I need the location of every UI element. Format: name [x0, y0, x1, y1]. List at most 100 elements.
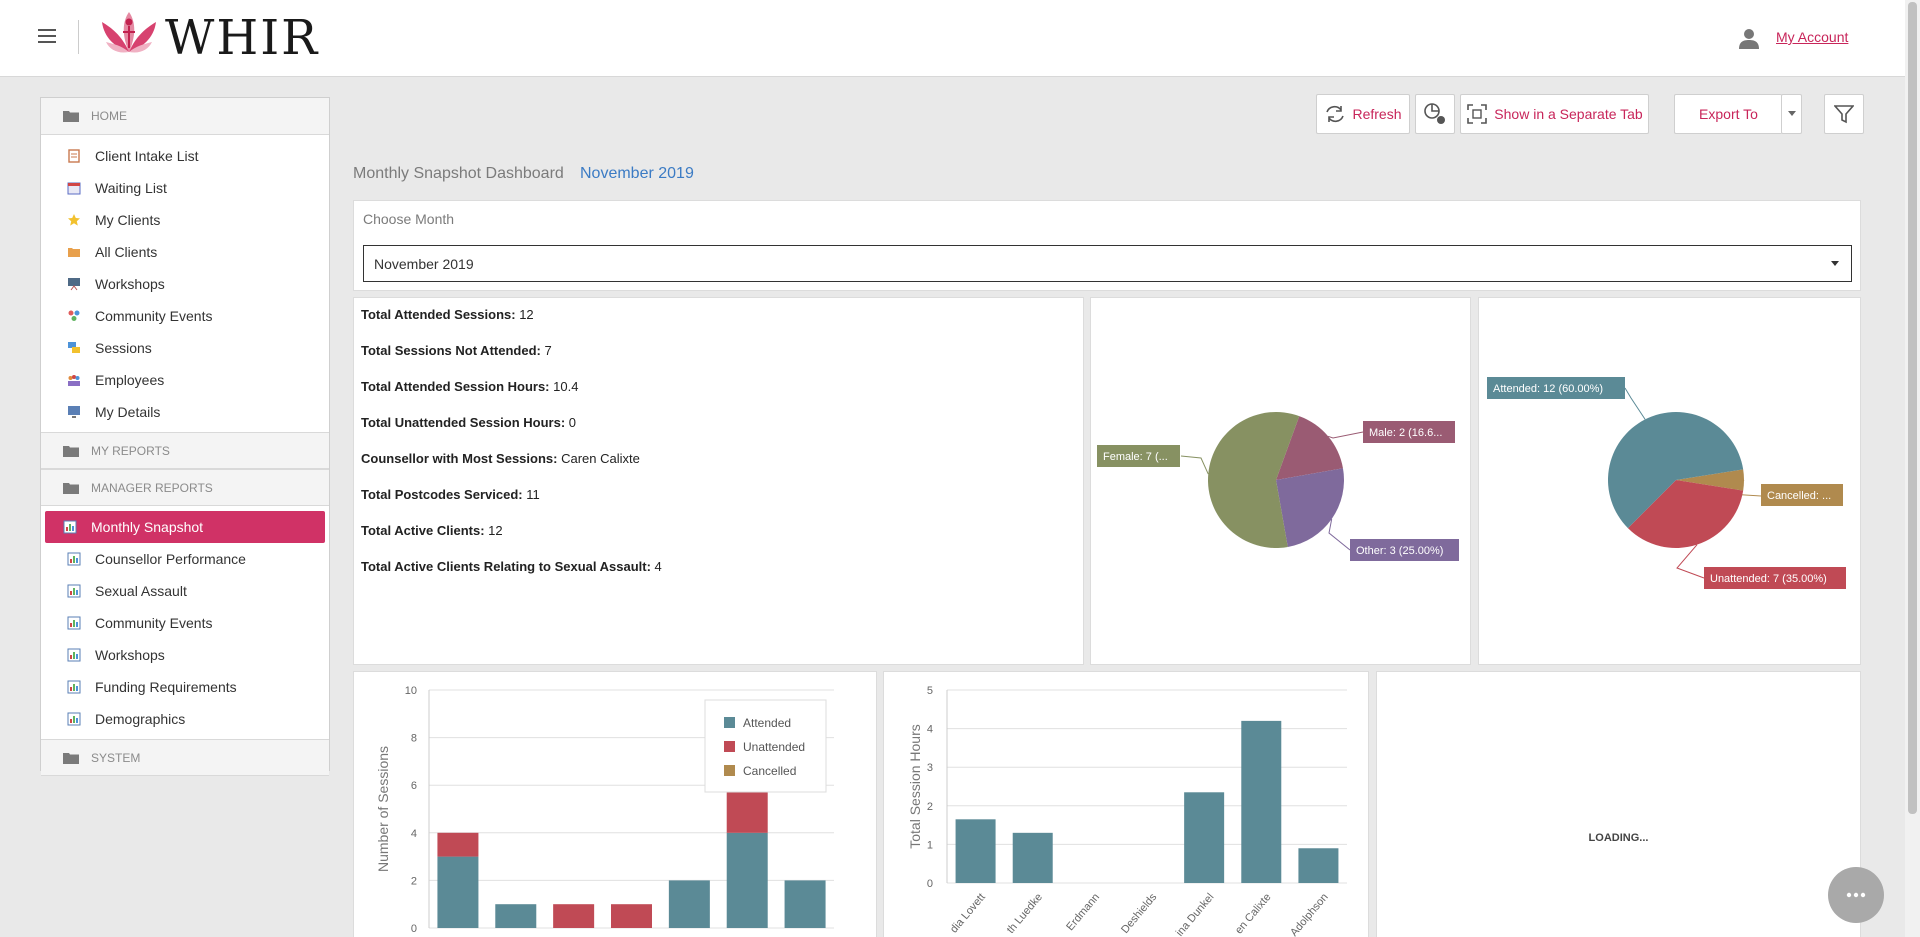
header-divider	[78, 20, 79, 54]
stat-row: Total Sessions Not Attended: 7	[361, 341, 1076, 377]
stat-value: 12	[484, 523, 503, 538]
export-button[interactable]: Export To	[1674, 94, 1782, 134]
user-icon[interactable]	[1738, 27, 1760, 49]
sidebar-item-waiting-list[interactable]: Waiting List	[45, 172, 325, 204]
chart-type-button[interactable]	[1415, 94, 1455, 134]
sidebar-item-community-events[interactable]: Community Events	[45, 300, 325, 332]
legend-label: Cancelled	[743, 764, 796, 778]
stat-label: Total Attended Session Hours:	[361, 379, 550, 394]
x-tick-label: dia Lovett	[948, 891, 988, 935]
logo-icon	[102, 12, 156, 53]
sidebar-item-sexual-assault[interactable]: Sexual Assault	[45, 575, 325, 607]
home-nav-list: Client Intake List Waiting List My Clien…	[41, 135, 329, 432]
refresh-button[interactable]: Refresh	[1316, 94, 1410, 134]
sidebar-item-workshops-report[interactable]: Workshops	[45, 639, 325, 671]
y-tick-label: 2	[411, 875, 417, 887]
stat-row: Total Active Clients: 12	[361, 521, 1076, 557]
stat-row: Total Postcodes Serviced: 11	[361, 485, 1076, 521]
sidebar-item-label: Sessions	[95, 340, 152, 356]
more-dots-icon	[1846, 892, 1866, 898]
chat-button[interactable]	[1828, 867, 1884, 923]
report-icon	[67, 584, 81, 598]
choose-month-label: Choose Month	[363, 211, 455, 227]
report-icon	[67, 616, 81, 630]
pie-label-box	[1097, 445, 1180, 467]
report-icon	[67, 680, 81, 694]
sidebar-item-all-clients[interactable]: All Clients	[45, 236, 325, 268]
y-tick-label: 2	[927, 801, 933, 813]
pie-leader-line	[1327, 431, 1364, 439]
section-my-reports[interactable]: MY REPORTS	[41, 432, 329, 469]
show-separate-tab-button[interactable]: Show in a Separate Tab	[1460, 94, 1649, 134]
logo-text: WHIR	[165, 10, 320, 66]
loading-text: LOADING...	[1588, 832, 1649, 844]
section-home[interactable]: HOME	[41, 98, 329, 135]
filter-button[interactable]	[1824, 94, 1864, 134]
bar	[495, 904, 537, 928]
month-select-value: November 2019	[374, 255, 474, 272]
report-icon	[63, 520, 77, 534]
sidebar-item-demographics[interactable]: Demographics	[45, 703, 325, 735]
chart-settings-icon	[1424, 103, 1445, 124]
sessions-bar-panel: 0 2 4 6 8 10 Number of Sessions Attended Unatten…	[353, 671, 877, 937]
stat-label: Total Attended Sessions:	[361, 307, 516, 322]
chevron-down-icon	[1787, 111, 1796, 116]
legend-swatch	[724, 717, 735, 728]
stat-row: Total Active Clients Relating to Sexual …	[361, 557, 1076, 593]
sidebar-item-label: Funding Requirements	[95, 679, 237, 695]
folder-icon	[63, 111, 79, 122]
month-chooser-panel: Choose Month November 2019	[353, 200, 1861, 291]
stat-label: Total Postcodes Serviced:	[361, 487, 523, 502]
sidebar-item-funding-requirements[interactable]: Funding Requirements	[45, 671, 325, 703]
page-month: November 2019	[580, 165, 694, 182]
separate-tab-label: Show in a Separate Tab	[1494, 106, 1643, 122]
sidebar-item-workshops[interactable]: Workshops	[45, 268, 325, 300]
section-system[interactable]: SYSTEM	[41, 739, 329, 776]
bar	[955, 819, 996, 883]
stat-row: Total Attended Session Hours: 10.4	[361, 377, 1076, 413]
section-home-label: HOME	[91, 109, 127, 123]
legend-label: Attended	[743, 716, 791, 730]
sidebar-item-client-intake-list[interactable]: Client Intake List	[45, 140, 325, 172]
pie-leader-line	[1676, 544, 1705, 579]
sidebar-item-label: Waiting List	[95, 180, 167, 196]
star-icon	[68, 214, 80, 226]
folder-icon	[63, 752, 79, 764]
export-dropdown-button[interactable]	[1781, 94, 1802, 134]
pie-slice	[1276, 416, 1343, 480]
gender-pie-panel: Male: 2 (16.6... Other: 3 (25.00%) Female:…	[1090, 297, 1471, 665]
sidebar-item-employees[interactable]: Employees	[45, 364, 325, 396]
my-account-link[interactable]: My Account	[1776, 29, 1849, 45]
page-scrollbar[interactable]	[1905, 0, 1920, 937]
hamburger-menu-icon[interactable]	[38, 29, 56, 43]
sidebar-item-monthly-snapshot[interactable]: Monthly Snapshot	[45, 511, 325, 543]
sidebar-item-sessions[interactable]: Sessions	[45, 332, 325, 364]
stat-row: Total Attended Sessions: 12	[361, 305, 1076, 341]
x-tick-label: Adolphson	[1288, 891, 1331, 937]
sidebar-item-label: Workshops	[95, 276, 165, 292]
stat-value: Caren Calixte	[557, 451, 640, 466]
export-label: Export To	[1699, 106, 1758, 122]
y-tick-label: 6	[411, 780, 417, 792]
sidebar-item-my-details[interactable]: My Details	[45, 396, 325, 428]
sidebar-item-community-events-report[interactable]: Community Events	[45, 607, 325, 639]
pie-label: Cancelled: ...	[1761, 484, 1843, 506]
stats-panel: Total Attended Sessions: 12 Total Session…	[353, 297, 1084, 665]
y-tick-label: 10	[405, 685, 417, 697]
sidebar-item-label: My Details	[95, 404, 161, 420]
stat-label: Total Active Clients Relating to Sexual …	[361, 559, 651, 574]
pie-label-text: Female: 7 (...	[1103, 451, 1168, 463]
sidebar-item-my-clients[interactable]: My Clients	[45, 204, 325, 236]
folder-icon	[63, 482, 79, 494]
sidebar-item-label: Demographics	[95, 711, 186, 727]
y-tick-label: 0	[927, 878, 933, 890]
x-tick-label: Erdmann	[1064, 891, 1102, 933]
y-tick-label: 1	[927, 839, 933, 851]
scrollbar-thumb[interactable]	[1908, 2, 1917, 814]
month-select[interactable]: November 2019	[363, 245, 1852, 282]
sidebar-item-counsellor-performance[interactable]: Counsellor Performance	[45, 543, 325, 575]
calendar-icon	[67, 182, 81, 195]
bar	[1012, 832, 1053, 883]
section-manager-reports[interactable]: MANAGER REPORTS	[41, 469, 329, 506]
y-tick-label: 8	[411, 733, 417, 745]
